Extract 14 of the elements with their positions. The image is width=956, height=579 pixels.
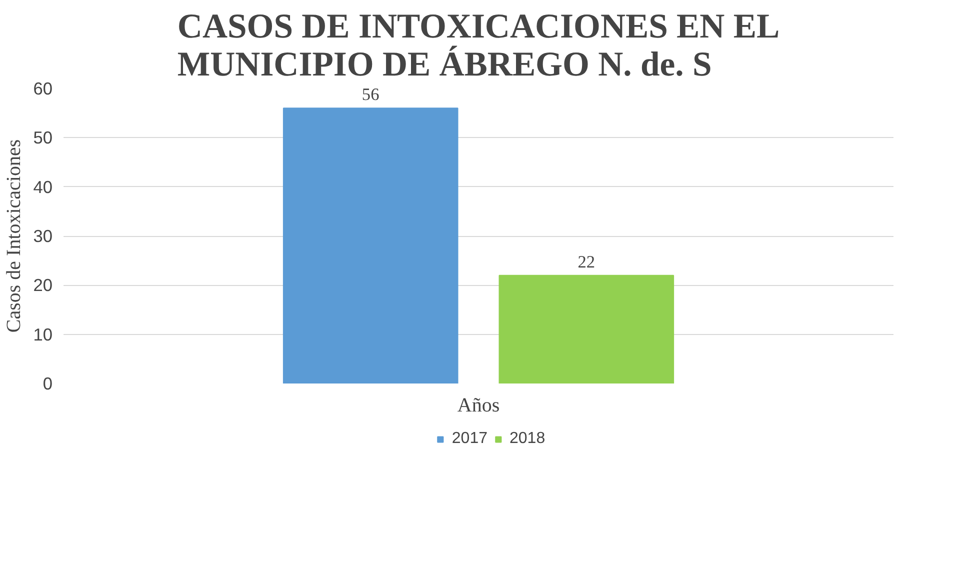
y-tick-label: 20: [33, 275, 53, 296]
data-label: 22: [578, 252, 596, 272]
y-tick-label: 50: [33, 128, 53, 148]
y-tick-label: 30: [33, 226, 53, 246]
y-axis-title: Casos de Intoxicaciones: [3, 139, 26, 333]
x-axis-title: Años: [457, 394, 500, 416]
y-tick-label: 0: [42, 374, 53, 394]
y-tick-label: 40: [33, 176, 53, 197]
legend-label: 2018: [510, 430, 546, 448]
chart-title: CASOS DE INTOXICACIONES EN EL MUNICIPIO DE ÁBREGO N. de. S: [177, 8, 780, 84]
legend-label: 2017: [452, 430, 488, 448]
data-label: 56: [362, 85, 380, 104]
y-tick-label: 10: [33, 324, 53, 344]
y-tick-label: 60: [33, 78, 53, 98]
